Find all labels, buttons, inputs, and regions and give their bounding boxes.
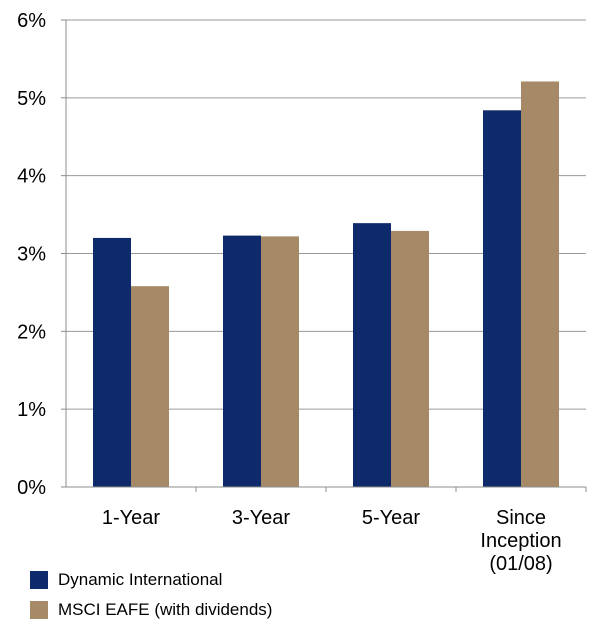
x-tick-labels: 1-Year 3-Year 5-Year Since Inception (01/08) xyxy=(102,507,562,575)
y-tick-label: 0% xyxy=(17,477,46,499)
x-tick-label: 3-Year xyxy=(232,507,291,529)
y-tick-labels: 0% 1% 2% 3% 4% 5% 6% xyxy=(17,10,46,499)
y-tick-label: 4% xyxy=(17,166,46,188)
y-tick-label: 5% xyxy=(17,88,46,110)
legend-swatch-msci-eafe xyxy=(30,601,48,619)
y-tick-label: 6% xyxy=(17,10,46,32)
legend-label-dynamic-international: Dynamic International xyxy=(58,570,223,589)
x-tick-label: 1-Year xyxy=(102,507,161,529)
bar-dynamic-international-4 xyxy=(483,110,521,487)
legend-swatch-dynamic-international xyxy=(30,571,48,589)
bar-dynamic-international-1 xyxy=(93,237,131,487)
legend-item-dynamic-international: Dynamic International xyxy=(30,570,222,590)
x-tick-label: 5-Year xyxy=(362,507,421,529)
x-tick-label: Since Inception (01/08) xyxy=(480,507,561,575)
bar-msci-eafe-4 xyxy=(521,81,559,487)
legend-label-msci-eafe: MSCI EAFE (with dividends) xyxy=(58,600,273,619)
bar-msci-eafe-1 xyxy=(131,286,169,487)
bar-dynamic-international-2 xyxy=(223,235,261,487)
legend-item-msci-eafe: MSCI EAFE (with dividends) xyxy=(30,600,272,620)
axes xyxy=(61,19,587,492)
bars xyxy=(93,81,559,487)
y-tick-label: 2% xyxy=(17,321,46,343)
bar-dynamic-international-3 xyxy=(353,223,391,487)
bar-msci-eafe-3 xyxy=(391,230,429,487)
y-tick-label: 3% xyxy=(17,244,46,266)
bar-msci-eafe-2 xyxy=(261,236,299,487)
y-tick-label: 1% xyxy=(17,399,46,421)
